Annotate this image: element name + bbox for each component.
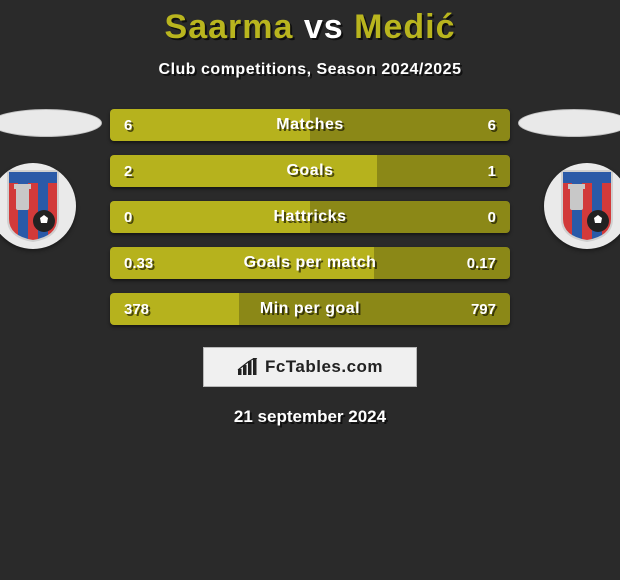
site-logo-badge: FcTables.com: [203, 347, 417, 387]
stat-row: 378 Min per goal 797: [110, 293, 510, 325]
right-player-column: [518, 109, 620, 249]
stat-row: 2 Goals 1: [110, 155, 510, 187]
site-logo-text: FcTables.com: [265, 357, 383, 377]
bar-chart-icon: [237, 358, 259, 376]
stat-left-value: 378: [110, 301, 200, 318]
stat-left-value: 0.33: [110, 255, 200, 272]
site-logo-suffix: .com: [341, 357, 383, 376]
player1-club-badge: [0, 163, 76, 249]
player2-name: Medić: [354, 8, 455, 46]
stat-left-value: 6: [110, 117, 200, 134]
stat-label: Matches: [200, 116, 420, 134]
stat-right-value: 1: [420, 163, 510, 180]
stat-label: Goals: [200, 162, 420, 180]
player1-name: Saarma: [165, 8, 294, 46]
stat-right-value: 797: [420, 301, 510, 318]
site-logo-name: FcTables: [265, 357, 341, 376]
comparison-title: Saarma vs Medić: [0, 8, 620, 47]
stat-row: 6 Matches 6: [110, 109, 510, 141]
left-player-column: [0, 109, 102, 249]
player2-avatar-placeholder: [518, 109, 620, 137]
stat-left-value: 0: [110, 209, 200, 226]
stat-right-value: 0.17: [420, 255, 510, 272]
stats-table: 6 Matches 6 2 Goals 1 0 Hattricks 0: [110, 109, 510, 325]
stat-label: Min per goal: [200, 300, 420, 318]
player2-club-badge: [544, 163, 620, 249]
stat-row: 0 Hattricks 0: [110, 201, 510, 233]
stat-right-value: 6: [420, 117, 510, 134]
player1-avatar-placeholder: [0, 109, 102, 137]
stat-row: 0.33 Goals per match 0.17: [110, 247, 510, 279]
club-shield-icon: [4, 169, 62, 243]
stat-label: Hattricks: [200, 208, 420, 226]
stat-right-value: 0: [420, 209, 510, 226]
vs-label: vs: [304, 8, 344, 46]
stat-label: Goals per match: [200, 254, 420, 272]
comparison-body: 6 Matches 6 2 Goals 1 0 Hattricks 0: [0, 109, 620, 325]
stat-left-value: 2: [110, 163, 200, 180]
season-subtitle: Club competitions, Season 2024/2025: [0, 61, 620, 79]
club-shield-icon: [558, 169, 616, 243]
comparison-date: 21 september 2024: [0, 407, 620, 427]
